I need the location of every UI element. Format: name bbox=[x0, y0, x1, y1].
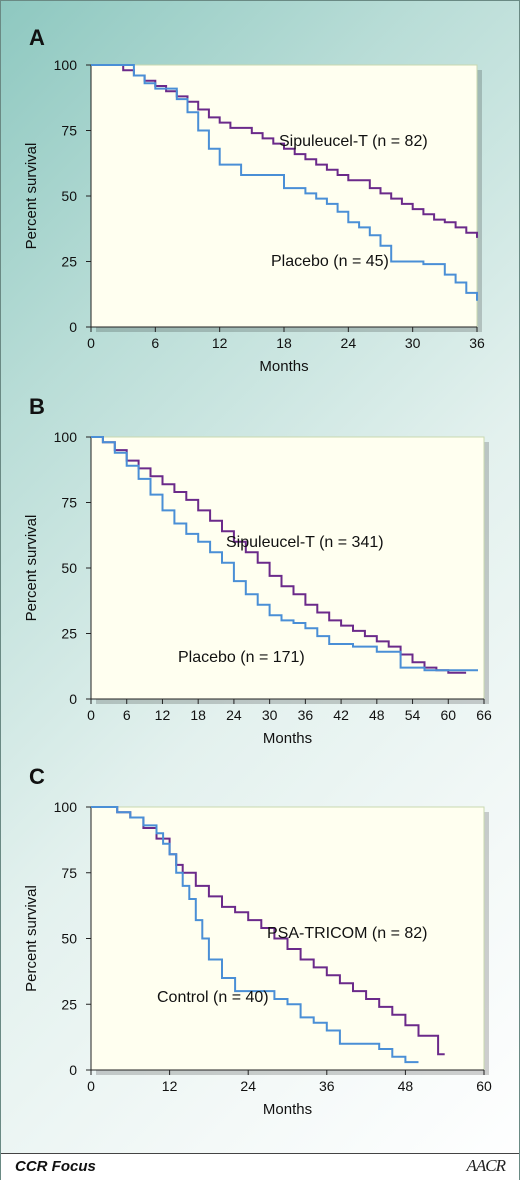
y-tick-label: 50 bbox=[61, 560, 77, 576]
x-tick-label: 18 bbox=[190, 707, 206, 723]
x-tick-label: 60 bbox=[476, 1078, 492, 1094]
y-tick-label: 50 bbox=[61, 931, 77, 947]
series-label: Control (n = 40) bbox=[157, 989, 269, 1006]
x-tick-label: 60 bbox=[440, 707, 456, 723]
x-tick-label: 36 bbox=[319, 1078, 335, 1094]
y-tick-label: 75 bbox=[61, 123, 77, 139]
y-tick-label: 0 bbox=[69, 1062, 77, 1078]
x-tick-label: 12 bbox=[162, 1078, 178, 1094]
chart-panel-a: A 100 75 50 25 00 6 12 18 24 30 36 Months Percent sur… bbox=[23, 25, 485, 375]
panel-letter: C bbox=[29, 764, 45, 789]
y-tick-label: 50 bbox=[61, 188, 77, 204]
series-line-treatment bbox=[91, 64, 478, 238]
x-tick-label: 36 bbox=[469, 335, 485, 351]
y-tick-label: 0 bbox=[69, 319, 77, 335]
y-tick-label: 0 bbox=[69, 691, 77, 707]
y-tick-label: 100 bbox=[54, 57, 78, 73]
x-tick-label: 24 bbox=[240, 1078, 256, 1094]
series-label: Placebo (n = 45) bbox=[271, 253, 389, 270]
chart-panel-c: C 100 75 50 25 00 12 24 36 48 60 Months Percent surv… bbox=[23, 764, 492, 1118]
y-tick-label: 25 bbox=[61, 996, 77, 1012]
panel-letter: A bbox=[29, 25, 45, 50]
y-axis-title: Percent survival bbox=[23, 885, 40, 992]
series-label: PSA-TRICOM (n = 82) bbox=[267, 925, 427, 942]
x-tick-label: 6 bbox=[151, 335, 159, 351]
series-line-control bbox=[91, 64, 478, 301]
x-tick-label: 36 bbox=[298, 707, 314, 723]
y-tick-label: 100 bbox=[54, 799, 78, 815]
x-tick-label: 48 bbox=[398, 1078, 414, 1094]
x-tick-label: 30 bbox=[262, 707, 278, 723]
x-tick-label: 48 bbox=[369, 707, 385, 723]
plot-area bbox=[90, 436, 485, 700]
journal-section-label: CCR Focus bbox=[15, 1158, 96, 1175]
x-axis-title: Months bbox=[263, 730, 312, 747]
series-line-control bbox=[91, 436, 478, 672]
x-tick-label: 12 bbox=[212, 335, 228, 351]
series-label: Placebo (n = 171) bbox=[178, 649, 305, 666]
series-line-control bbox=[91, 806, 419, 1064]
y-tick-label: 100 bbox=[54, 429, 78, 445]
figure-footer: CCR Focus AACR bbox=[1, 1153, 519, 1180]
x-tick-label: 0 bbox=[87, 1078, 95, 1094]
x-axis-title: Months bbox=[259, 358, 308, 375]
series-label: Sipuleucel-T (n = 341) bbox=[226, 534, 384, 551]
y-tick-label: 75 bbox=[61, 865, 77, 881]
y-tick-label: 25 bbox=[61, 254, 77, 270]
chart-panel-b: B 100 75 50 25 00 6 12 18 24 30 36 42 48 54 60 66 Months P… bbox=[23, 394, 492, 747]
x-tick-label: 0 bbox=[87, 707, 95, 723]
x-tick-label: 6 bbox=[123, 707, 131, 723]
y-tick-label: 25 bbox=[61, 626, 77, 642]
y-tick-label: 75 bbox=[61, 495, 77, 511]
y-axis-title: Percent survival bbox=[23, 143, 40, 250]
plot-area bbox=[90, 64, 478, 328]
x-tick-label: 18 bbox=[276, 335, 292, 351]
x-tick-label: 12 bbox=[155, 707, 171, 723]
x-tick-label: 24 bbox=[226, 707, 242, 723]
y-axis-title: Percent survival bbox=[23, 515, 40, 622]
x-tick-label: 54 bbox=[405, 707, 421, 723]
x-tick-label: 66 bbox=[476, 707, 492, 723]
aacr-logo: AACR bbox=[466, 1156, 506, 1175]
panel-letter: B bbox=[29, 394, 45, 419]
x-tick-label: 0 bbox=[87, 335, 95, 351]
x-tick-label: 30 bbox=[405, 335, 421, 351]
x-tick-label: 42 bbox=[333, 707, 349, 723]
x-tick-label: 24 bbox=[341, 335, 357, 351]
x-axis-title: Months bbox=[263, 1101, 312, 1118]
series-line-treatment bbox=[91, 806, 445, 1056]
series-label: Sipuleucel-T (n = 82) bbox=[279, 133, 428, 150]
